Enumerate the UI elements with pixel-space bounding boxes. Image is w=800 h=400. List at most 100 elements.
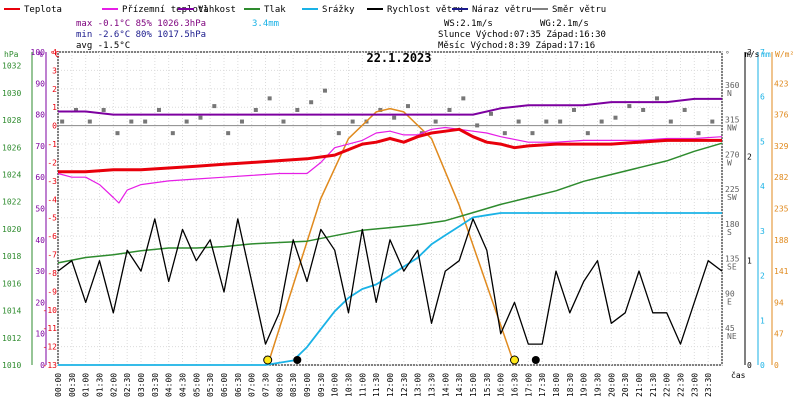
humidity-tick-label: 60	[35, 173, 45, 182]
temperature-tick-label: -2	[47, 158, 57, 167]
direction-tick-dir: W	[727, 158, 732, 167]
time-tick-label: 10:00	[331, 373, 340, 397]
temperature-tick-label: -5	[47, 214, 57, 223]
stats-moon: Měsíc Východ:8:39 Západ:17:16	[438, 41, 595, 51]
direction-tick-dir: N	[727, 89, 732, 98]
time-tick-label: 03:30	[151, 373, 160, 397]
time-tick-label: 16:30	[511, 373, 520, 397]
temperature-tick-label: -6	[47, 232, 57, 241]
pressure-unit: hPa	[4, 50, 19, 59]
temperature-tick-label: 4	[52, 48, 57, 57]
time-tick-label: 04:00	[165, 373, 174, 397]
wind-direction-marker	[696, 131, 701, 136]
legend-label: Náraz větru	[472, 5, 532, 15]
direction-tick-dir: SE	[727, 263, 737, 272]
rain-tick-label: 6	[760, 93, 765, 102]
time-tick-label: 02:30	[123, 373, 132, 397]
wind-direction-marker	[143, 119, 148, 124]
solar-tick-label: 94	[774, 298, 784, 307]
stats-max: max -0.1°C 85% 1026.3hPa	[76, 19, 206, 29]
solar-tick-label: 376	[774, 111, 789, 120]
rain-tick-label: 5	[760, 137, 765, 146]
solar-tick-label: 141	[774, 267, 789, 276]
wind-direction-marker	[198, 115, 203, 120]
temperature-tick-label: -10	[43, 306, 58, 315]
wind-direction-marker	[627, 104, 632, 109]
wind-direction-marker	[156, 107, 161, 112]
pressure-tick-label: 1032	[2, 62, 21, 71]
wind-direction-marker	[115, 131, 120, 136]
time-tick-label: 20:00	[607, 373, 616, 397]
pressure-series	[57, 142, 723, 264]
rain-tick-label: 2	[760, 272, 765, 281]
time-tick-label: 22:00	[663, 373, 672, 397]
pressure-tick-label: 1014	[2, 307, 21, 316]
wind-direction-marker	[516, 119, 521, 124]
stats-sun: Slunce Východ:07:35 Západ:16:30	[438, 30, 606, 40]
stats-wg: WG:2.1m/s	[540, 19, 589, 29]
wind-tick-label: 1	[747, 257, 752, 266]
time-tick-label: 12:00	[386, 373, 395, 397]
solar-tick-label: 188	[774, 236, 789, 245]
rain-series	[58, 212, 722, 366]
legend-label: Rychlost větru	[387, 5, 463, 15]
wind-unit: m/s	[745, 50, 760, 59]
rain-unit: mm	[761, 50, 771, 59]
time-tick-label: 00:00	[54, 373, 63, 397]
time-tick-label: 09:30	[317, 373, 326, 397]
wind-direction-marker	[433, 119, 438, 124]
stats-avg: avg -1.5°C	[76, 41, 130, 51]
solar-tick-label: 329	[774, 142, 789, 151]
temperature-tick-label: -7	[47, 251, 57, 260]
time-tick-label: 07:30	[262, 373, 271, 397]
wind-direction-marker	[544, 119, 549, 124]
wind-direction-marker	[267, 96, 272, 101]
pressure-tick-label: 1012	[2, 334, 21, 343]
humidity-tick-label: 0	[40, 361, 45, 370]
time-tick-label: 13:30	[428, 373, 437, 397]
time-tick-label: 19:00	[580, 373, 589, 397]
wind-direction-marker	[571, 107, 576, 112]
temperature-tick-label: -1	[47, 140, 57, 149]
time-tick-label: 11:30	[372, 373, 381, 397]
time-tick-label: 03:00	[137, 373, 146, 397]
wind-direction-marker	[226, 131, 231, 136]
wind-direction-marker	[73, 107, 78, 112]
temperature-tick-label: -3	[47, 177, 57, 186]
wind-direction-marker	[502, 131, 507, 136]
temperature-tick-label: 1	[52, 103, 57, 112]
direction-tick-deg: 90	[725, 289, 735, 298]
sun-marker	[510, 355, 519, 365]
direction-tick-deg: 135	[725, 255, 740, 264]
time-tick-label: 08:00	[275, 373, 284, 397]
wind-tick-label: 0	[747, 361, 752, 370]
humidity-tick-label: 50	[35, 205, 45, 214]
wind-direction-marker	[668, 119, 673, 124]
temperature-tick-label: -12	[43, 343, 58, 352]
direction-tick-deg: 225	[725, 185, 740, 194]
wind-direction-marker	[101, 107, 106, 112]
wind-direction-marker	[60, 119, 65, 124]
sun-marker	[263, 355, 273, 365]
time-tick-label: 00:30	[68, 373, 77, 397]
pressure-tick-label: 1018	[2, 252, 21, 261]
wind-direction-marker	[654, 96, 659, 101]
time-tick-label: 23:30	[704, 373, 713, 397]
wind-direction-marker	[87, 119, 92, 124]
temperature-tick-label: -8	[47, 269, 57, 278]
rain-tick-label: 3	[760, 227, 765, 236]
wind-direction-marker	[682, 107, 687, 112]
legend-label: Tlak	[264, 5, 286, 15]
legend-label: Přízemní teplota	[122, 5, 209, 15]
stats-ws: WS:2.1m/s	[444, 19, 493, 29]
wind-direction-marker	[253, 107, 258, 112]
solar-tick-label: 423	[774, 79, 789, 88]
temperature-tick-label: -4	[47, 195, 57, 204]
temperature-tick-label: 3	[52, 66, 57, 75]
direction-tick-deg: 315	[725, 116, 740, 125]
moon-marker	[293, 356, 302, 364]
direction-tick-dir: NW	[727, 124, 737, 133]
wind-direction-marker	[599, 119, 604, 124]
temperature-series	[58, 127, 722, 174]
wind-direction-marker	[461, 96, 466, 101]
